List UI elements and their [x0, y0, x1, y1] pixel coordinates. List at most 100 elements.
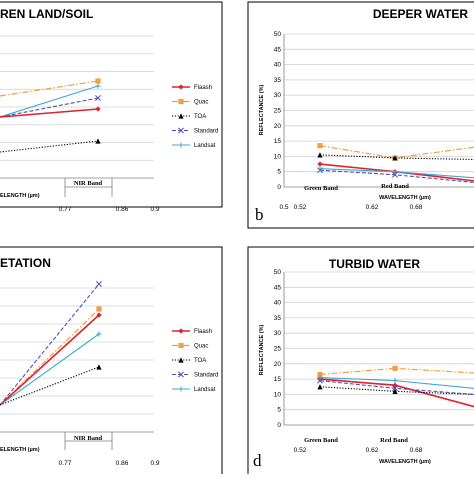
panel-c-frame: [0, 246, 223, 477]
panel-d-y-axis-label: REFLECTANCE (%): [259, 325, 265, 376]
panel-a-plot-area: NIR Band 0.77 0.86 0.9 ELENGTH (µm): [0, 35, 160, 213]
panel-a-legend: Flaash Quac TOA Standard Landsat: [172, 84, 218, 149]
y-tick-label: 5: [277, 169, 281, 176]
data-point-quac: [392, 365, 398, 371]
series-line-standard: [0, 97, 99, 118]
panel-b-x-tick: 0.62: [366, 204, 379, 211]
y-tick-label: 15: [274, 376, 282, 383]
legend-label-standard: Standard: [194, 373, 218, 379]
panel-c-band-label: NIR Band: [74, 435, 103, 442]
panel-d-x-tick: 0.62: [366, 447, 379, 454]
legend-marker-landsat: [178, 142, 184, 148]
y-tick-label: 20: [274, 123, 282, 130]
panel-d-x-axis-label: WAVELENGTH (µm): [379, 459, 431, 465]
y-tick-label: 40: [274, 300, 282, 307]
legend-label-toa: TOA: [194, 358, 206, 364]
panel-b-frame: [247, 1, 474, 229]
y-tick-label: 30: [274, 330, 282, 337]
panel-d: TURBID WATER REFLECTANCE (%) 0 5 10 15 20 25 3…: [247, 246, 474, 477]
panel-b-letter: b: [255, 205, 264, 224]
data-point-toa: [392, 155, 398, 161]
legend-label-quac: Quac: [194, 100, 208, 106]
legend-marker-quac: [178, 342, 184, 349]
panel-a-x-tick: 0.86: [116, 206, 129, 213]
panel-a-frame: [0, 1, 223, 208]
data-point-landsat: [96, 331, 102, 337]
series-line-standard: [0, 283, 100, 406]
panel-b-x-tick: 0.68: [410, 204, 423, 211]
panel-b-y-axis-label: REFLECTANCE (%): [259, 85, 265, 136]
series-line-landsat: [0, 333, 100, 406]
panel-d-x-tick: 0.52: [294, 447, 307, 454]
series-line-toa: [0, 140, 99, 153]
data-point-landsat: [317, 374, 323, 381]
panel-b-x-tick: 0.52: [294, 204, 307, 211]
panel-a-x-axis-label: ELENGTH (µm): [0, 193, 40, 199]
panel-d-title: TURBID WATER: [329, 257, 420, 271]
data-point-standard: [392, 171, 398, 178]
data-point-toa: [392, 388, 398, 394]
y-tick-label: 10: [274, 391, 282, 398]
data-point-toa: [96, 364, 102, 370]
panel-c-x-tick: 0.77: [59, 460, 72, 467]
data-point-flaash: [95, 106, 101, 112]
y-tick-label: 30: [274, 92, 282, 99]
panel-d-plot-area: 0 5 10 15 20 25 30 35 40 45 50: [274, 269, 474, 429]
panel-c-x-tick: 0.86: [116, 460, 129, 467]
data-point-quac: [96, 306, 102, 312]
panel-d-band-label: Green Band: [304, 437, 338, 444]
legend-marker-landsat: [178, 386, 184, 392]
data-point-toa: [317, 384, 323, 390]
series-line-quac: [0, 80, 99, 97]
legend-label-quac: Quac: [194, 344, 208, 350]
legend-label-landsat: Landsat: [194, 143, 216, 149]
data-point-standard: [95, 95, 101, 101]
y-tick-label: 20: [274, 361, 282, 368]
data-point-landsat: [95, 83, 101, 89]
legend-marker-toa: [178, 113, 184, 119]
y-tick-label: 5: [277, 407, 281, 414]
data-point-toa: [317, 152, 323, 158]
legend-marker-flaash: [178, 328, 184, 334]
y-tick-label: 45: [274, 46, 282, 53]
legend-marker-standard: [178, 371, 184, 378]
data-point-standard: [317, 377, 323, 384]
panel-a-x-tick: 0.77: [59, 206, 72, 213]
data-point-flaash: [96, 312, 102, 318]
panel-a-title: REN LAND/SOIL: [0, 7, 93, 21]
y-tick-label: 0: [277, 422, 281, 429]
y-tick-label: 40: [274, 62, 282, 69]
y-tick-label: 35: [274, 315, 282, 322]
data-point-landsat: [317, 166, 323, 172]
data-point-flaash: [317, 161, 323, 167]
panel-b-x-axis-label: WAVELENGTH (µm): [379, 195, 431, 201]
y-tick-label: 35: [274, 77, 282, 84]
data-point-standard: [96, 281, 102, 287]
panel-a: REN LAND/SOIL NIR Band 0.77 0.86 0.9 ELE…: [0, 1, 223, 213]
y-tick-label: 45: [274, 284, 282, 291]
legend-label-flaash: Flaash: [194, 329, 212, 335]
data-point-quac: [317, 371, 323, 378]
y-tick-label: 25: [274, 346, 282, 353]
y-tick-label: 50: [274, 31, 282, 38]
panel-c-title: ETATION: [0, 256, 51, 270]
panel-c: ETATION NIR Band 0.77 0.86 0.9 ELENGTH (…: [0, 246, 223, 477]
data-point-quac: [95, 78, 101, 84]
panel-c-x-axis-label: ELENGTH (µm): [0, 447, 40, 453]
data-point-landsat: [392, 378, 398, 384]
series-line-flaash: [0, 108, 99, 118]
panel-c-legend: Flaash Quac TOA Standard Landsat: [172, 328, 218, 393]
legend-marker-standard: [178, 127, 184, 134]
data-point-quac: [317, 143, 323, 149]
legend-label-toa: TOA: [194, 114, 206, 120]
panel-d-frame: [247, 246, 474, 477]
panel-a-band-label: NIR Band: [74, 180, 103, 187]
legend-marker-flaash: [178, 84, 184, 90]
y-tick-label: 15: [274, 138, 282, 145]
y-tick-label: 10: [274, 153, 282, 160]
legend-label-flaash: Flaash: [194, 85, 212, 91]
panel-b-band-label: Red Band: [381, 183, 409, 190]
data-point-toa: [95, 138, 101, 144]
panel-b-x-tick: 0.5: [279, 204, 288, 211]
